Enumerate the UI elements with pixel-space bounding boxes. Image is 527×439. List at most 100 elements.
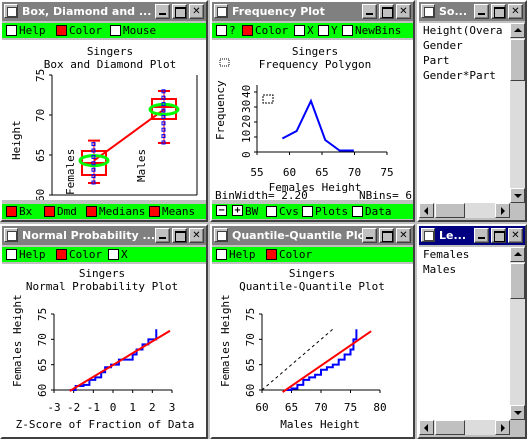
- list-item[interactable]: Part: [423, 54, 450, 67]
- y-checkbox[interactable]: [318, 25, 329, 36]
- legend-list[interactable]: Females Males: [419, 247, 510, 420]
- normal-probability-titlebar[interactable]: Normal Probability ...: [2, 226, 206, 245]
- close-button[interactable]: [508, 4, 523, 19]
- maximize-button[interactable]: [491, 4, 506, 19]
- medians-checkbox[interactable]: [86, 206, 97, 217]
- data-point: [91, 180, 96, 185]
- scroll-up-button[interactable]: [510, 247, 525, 262]
- window-menu-icon[interactable]: [421, 228, 435, 242]
- window-menu-icon[interactable]: [4, 228, 18, 242]
- scroll-left-button[interactable]: [419, 420, 434, 435]
- bx-label: Bx: [19, 205, 33, 218]
- mean-connector-line: [93, 108, 165, 162]
- close-button[interactable]: [189, 228, 204, 243]
- window-menu-icon[interactable]: [214, 228, 228, 242]
- source-list-window[interactable]: So... Height(Overa Gender Part Gender*Pa…: [417, 0, 527, 222]
- mouse-checkbox[interactable]: [110, 25, 121, 36]
- list-item[interactable]: Females: [423, 248, 470, 261]
- minimize-button[interactable]: [362, 228, 377, 243]
- list-item[interactable]: Gender*Part: [423, 69, 496, 82]
- minimize-button[interactable]: [155, 228, 170, 243]
- normal-plot-area[interactable]: Singers Normal Probability Plot -3 -2 -1 0 1…: [2, 264, 206, 437]
- box-diamond-window[interactable]: Box, Diamond and ... Help Color Mouse Si…: [0, 0, 208, 222]
- help-checkbox[interactable]: [216, 25, 227, 36]
- horizontal-scrollbar[interactable]: [419, 420, 510, 435]
- source-list-titlebar[interactable]: So...: [419, 2, 525, 21]
- help-checkbox[interactable]: [216, 249, 227, 260]
- minimize-button[interactable]: [474, 4, 489, 19]
- minimize-button[interactable]: [474, 228, 489, 243]
- source-list[interactable]: Height(Overa Gender Part Gender*Part: [419, 23, 510, 203]
- color-checkbox[interactable]: [266, 249, 277, 260]
- increase-bins-button[interactable]: +: [232, 205, 243, 216]
- vertical-scrollbar[interactable]: [510, 23, 525, 203]
- color-checkbox[interactable]: [242, 25, 253, 36]
- means-checkbox[interactable]: [149, 206, 160, 217]
- normal-menu-bar: Help Color X: [2, 247, 206, 262]
- close-button[interactable]: [508, 228, 523, 243]
- help-label: Help: [19, 248, 46, 261]
- y-tick-label: 75: [34, 69, 47, 82]
- scroll-thumb[interactable]: [435, 203, 465, 218]
- help-checkbox[interactable]: [6, 249, 17, 260]
- window-menu-icon[interactable]: [214, 4, 228, 18]
- x-checkbox[interactable]: [108, 249, 119, 260]
- close-button[interactable]: [189, 4, 204, 19]
- scroll-up-button[interactable]: [510, 23, 525, 38]
- scroll-thumb[interactable]: [510, 39, 525, 81]
- zoom-box-icon[interactable]: [219, 58, 230, 67]
- scroll-thumb[interactable]: [510, 263, 525, 299]
- scroll-right-button[interactable]: [495, 203, 510, 218]
- minimize-button[interactable]: [155, 4, 170, 19]
- y-axis-label: Females Height: [11, 294, 24, 387]
- decrease-bins-button[interactable]: −: [216, 205, 227, 216]
- cvs-checkbox[interactable]: [266, 206, 277, 217]
- scroll-down-button[interactable]: [510, 188, 525, 203]
- normal-probability-window[interactable]: Normal Probability ... Help Color X Sing…: [0, 224, 208, 439]
- y-tick-label: 20: [240, 115, 253, 128]
- quantile-quantile-titlebar[interactable]: Quantile-Quantile Plot: [212, 226, 413, 245]
- scroll-right-button[interactable]: [495, 420, 510, 435]
- x-tick-label: 3: [169, 401, 176, 414]
- legend-list-titlebar[interactable]: Le...: [419, 226, 525, 245]
- horizontal-scrollbar[interactable]: [419, 203, 510, 218]
- quantile-quantile-window[interactable]: Quantile-Quantile Plot Help Color Singer…: [210, 224, 415, 439]
- close-button[interactable]: [396, 4, 411, 19]
- list-item[interactable]: Males: [423, 263, 457, 276]
- data-checkbox[interactable]: [352, 206, 363, 217]
- x-checkbox[interactable]: [294, 25, 305, 36]
- legend-list-window[interactable]: Le... Females Males: [417, 224, 527, 439]
- maximize-button[interactable]: [172, 228, 187, 243]
- minimize-button[interactable]: [362, 4, 377, 19]
- frequency-plot-window[interactable]: Frequency Plot ? Color X Y NewBins Singe…: [210, 0, 415, 222]
- scroll-down-button[interactable]: [510, 405, 525, 420]
- maximize-button[interactable]: [379, 4, 394, 19]
- help-checkbox[interactable]: [6, 25, 17, 36]
- box-diamond-titlebar[interactable]: Box, Diamond and ...: [2, 2, 206, 21]
- window-menu-icon[interactable]: [421, 4, 435, 18]
- window-menu-icon[interactable]: [4, 4, 18, 18]
- scroll-thumb[interactable]: [435, 420, 465, 435]
- box-plot-area[interactable]: Singers Box and Diamond Plot 60 65 70 75 He…: [2, 40, 206, 200]
- frequency-line: [281, 98, 354, 152]
- frequency-plot-area[interactable]: Singers Frequency Polygon 55 60 65 70 75 0 10 2…: [212, 40, 413, 200]
- maximize-button[interactable]: [491, 228, 506, 243]
- color-checkbox[interactable]: [56, 249, 67, 260]
- newbins-checkbox[interactable]: [342, 25, 353, 36]
- bx-checkbox[interactable]: [6, 206, 17, 217]
- dmd-checkbox[interactable]: [44, 206, 55, 217]
- plot-subtitle: Frequency Polygon: [259, 58, 372, 71]
- y-tick-label: 60: [34, 189, 47, 200]
- maximize-button[interactable]: [172, 4, 187, 19]
- scroll-left-button[interactable]: [419, 203, 434, 218]
- list-item[interactable]: Gender: [423, 39, 463, 52]
- vertical-scrollbar[interactable]: [510, 247, 525, 420]
- selection-box[interactable]: [262, 94, 274, 104]
- plots-checkbox[interactable]: [302, 206, 313, 217]
- list-item[interactable]: Height(Overa: [423, 24, 503, 37]
- color-checkbox[interactable]: [56, 25, 67, 36]
- maximize-button[interactable]: [379, 228, 394, 243]
- frequency-titlebar[interactable]: Frequency Plot: [212, 2, 413, 21]
- qq-plot-area[interactable]: Singers Quantile-Quantile Plot 60 65 70 75 8…: [212, 264, 413, 437]
- close-button[interactable]: [396, 228, 411, 243]
